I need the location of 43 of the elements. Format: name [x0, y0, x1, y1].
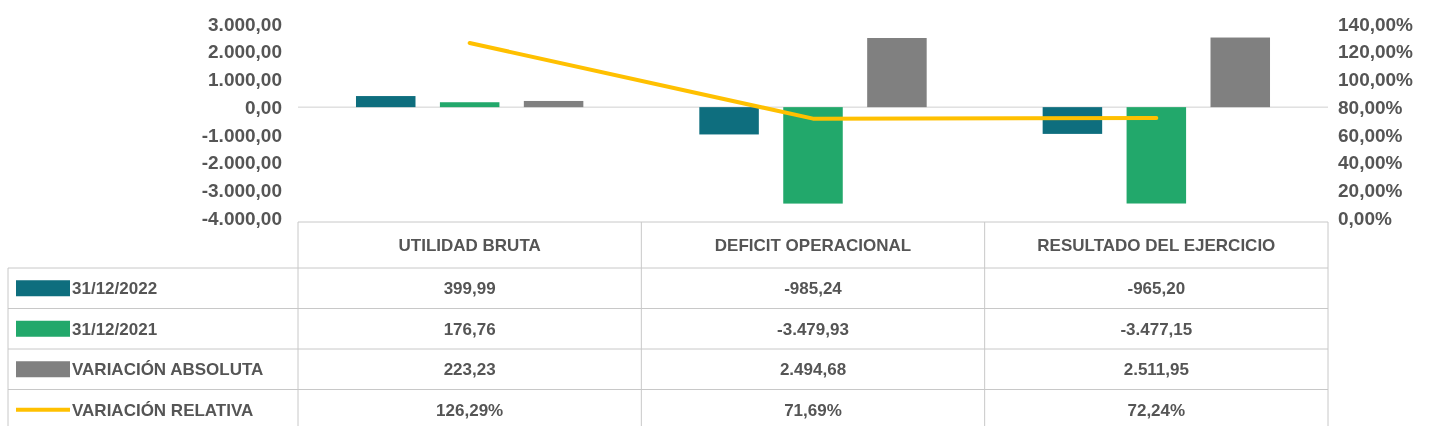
legend-label: 31/12/2022 — [72, 279, 158, 299]
y2-tick-label: 60,00% — [1338, 124, 1403, 146]
y-tick-label: 1.000,00 — [208, 69, 282, 91]
y2-tick-label: 120,00% — [1338, 41, 1414, 63]
bar — [439, 102, 500, 108]
bar — [1126, 107, 1187, 204]
y-tick-label: -3.000,00 — [201, 179, 282, 201]
y2-tick-label: 80,00% — [1338, 96, 1403, 118]
data-label: 126,29% — [436, 400, 504, 420]
y2-tick-label: 0,00% — [1338, 207, 1392, 229]
data-label: 223,23 — [443, 360, 496, 380]
y-tick-label: 0,00 — [245, 96, 282, 118]
data-label: 176,76 — [443, 319, 496, 339]
legend-label: VARIACIÓN RELATIVA — [72, 400, 254, 420]
y-tick-label: 2.000,00 — [208, 41, 282, 63]
y2-tick-label: 40,00% — [1338, 152, 1403, 174]
y2-tick-label: 100,00% — [1338, 69, 1414, 91]
x-tick-label: DEFICIT OPERACIONAL — [714, 235, 912, 255]
data-label: -965,20 — [1127, 279, 1186, 299]
data-label: 2.511,95 — [1123, 360, 1189, 380]
y2-tick-label: 140,00% — [1338, 13, 1414, 35]
data-label: 71,69% — [784, 400, 842, 420]
y-tick-label: 3.000,00 — [208, 13, 282, 35]
bar — [867, 38, 927, 108]
y-tick-label: -1.000,00 — [201, 124, 282, 146]
bar — [783, 107, 843, 204]
y-tick-label: -2.000,00 — [201, 152, 282, 174]
data-label: -3.479,93 — [777, 319, 849, 339]
y-tick-label: -4.000,00 — [201, 207, 282, 229]
legend-label: 31/12/2021 — [72, 319, 158, 339]
data-label: 2.494,68 — [779, 360, 847, 380]
data-label: -985,24 — [784, 279, 843, 299]
legend-label: VARIACIÓN ABSOLUTA — [72, 360, 264, 380]
x-tick-label: UTILIDAD BRUTA — [398, 235, 541, 255]
y2-tick-label: 20,00% — [1338, 179, 1403, 201]
bar — [699, 107, 759, 135]
x-tick-label: RESULTADO DEL EJERCICIO — [1037, 235, 1276, 255]
data-label: 399,99 — [443, 279, 496, 299]
data-label: -3.477,15 — [1120, 319, 1193, 339]
bar — [1210, 37, 1271, 108]
bar — [523, 100, 584, 108]
bar — [355, 96, 416, 108]
data-label: 72,24% — [1127, 400, 1186, 420]
